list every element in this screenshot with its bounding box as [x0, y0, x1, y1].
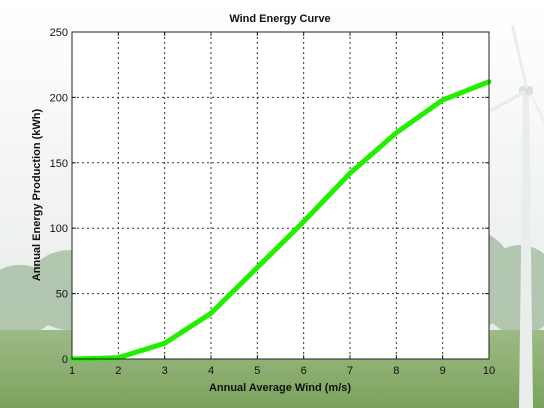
y-axis-label: Annual Energy Production (kWh): [31, 109, 43, 282]
data-point: [164, 342, 166, 344]
chart-title: Wind Energy Curve: [229, 13, 330, 25]
data-point: [303, 221, 305, 223]
x-tick-label: 5: [254, 365, 260, 377]
plot-area: [72, 32, 489, 359]
x-axis-ticks: 1 2 3 4 5 6 7 8 9 10: [69, 32, 495, 377]
plot-frame: [71, 31, 490, 360]
x-tick-label: 10: [483, 365, 495, 377]
data-point: [210, 312, 212, 314]
y-tick-label: 100: [50, 223, 68, 235]
x-tick-label: 3: [162, 365, 168, 377]
y-tick-label: 50: [56, 289, 68, 301]
x-axis-label: Annual Average Wind (m/s): [209, 382, 351, 394]
data-point: [117, 357, 119, 359]
y-tick-label: 150: [50, 158, 68, 170]
y-tick-label: 200: [50, 92, 68, 104]
y-tick-label: 250: [50, 27, 68, 39]
data-point: [395, 132, 397, 134]
x-tick-label: 4: [208, 365, 214, 377]
data-point: [256, 266, 258, 268]
y-axis-ticks: 0 50 100 150 200 250: [50, 27, 489, 366]
data-point: [442, 99, 444, 101]
x-tick-label: 6: [301, 365, 307, 377]
x-tick-label: 7: [347, 365, 353, 377]
x-tick-label: 1: [69, 365, 75, 377]
x-tick-label: 8: [393, 365, 399, 377]
y-tick-label: 0: [62, 354, 68, 366]
x-tick-label: 9: [440, 365, 446, 377]
x-tick-label: 2: [115, 365, 121, 377]
series-line: [69, 79, 492, 362]
data-point: [349, 172, 351, 174]
